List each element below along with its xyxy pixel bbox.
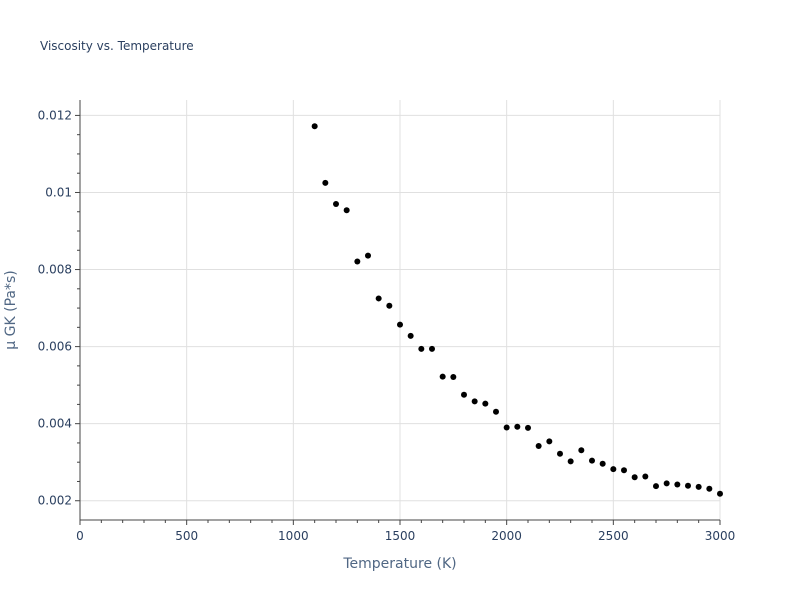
x-tick-label: 2500: [598, 529, 629, 543]
x-axis-ticks: 0 500 1000 1500 2000 2500 3000: [76, 520, 735, 543]
data-point: [695, 483, 702, 490]
y-axis-title: μ GK (Pa*s): [3, 270, 19, 349]
data-point: [311, 123, 318, 130]
data-point: [663, 480, 670, 487]
data-point: [450, 374, 457, 381]
data-points: [311, 123, 723, 497]
y-tick-label: 0.002: [38, 494, 72, 508]
data-point: [589, 457, 595, 464]
data-point: [407, 332, 414, 339]
data-point: [365, 252, 371, 259]
x-tick-label: 500: [175, 529, 198, 543]
data-point: [514, 423, 521, 430]
data-point: [386, 302, 393, 309]
data-point: [418, 345, 425, 352]
y-tick-label: 0.006: [38, 340, 72, 354]
y-tick-label: 0.012: [38, 108, 72, 122]
data-point: [567, 458, 574, 465]
data-point: [493, 408, 499, 415]
x-tick-label: 3000: [705, 529, 736, 543]
data-point: [525, 424, 531, 431]
data-point: [461, 391, 467, 398]
data-point: [343, 207, 350, 214]
data-point: [429, 345, 435, 352]
x-tick-label: 1500: [385, 529, 416, 543]
x-axis-title: Temperature (K): [342, 556, 456, 572]
data-point: [557, 450, 563, 457]
data-point: [642, 473, 649, 480]
data-point: [322, 179, 329, 186]
y-tick-label: 0.01: [45, 185, 72, 199]
data-point: [333, 201, 339, 208]
chart-title: Viscosity vs. Temperature: [40, 39, 194, 53]
x-tick-label: 2000: [491, 529, 522, 543]
data-point: [375, 295, 382, 302]
data-point: [578, 447, 585, 454]
x-tick-label: 0: [76, 529, 84, 543]
data-point: [610, 466, 617, 473]
x-tick-label: 1000: [278, 529, 309, 543]
y-axis-ticks: 0.002 0.004 0.006 0.008 0.01 0.012: [38, 108, 80, 508]
y-tick-label: 0.004: [38, 417, 72, 431]
data-point: [621, 467, 627, 474]
data-point: [685, 482, 691, 489]
data-point: [631, 474, 638, 481]
data-point: [482, 400, 489, 407]
data-point: [706, 485, 713, 492]
data-point: [717, 490, 723, 497]
data-point: [653, 483, 659, 490]
data-point: [439, 373, 446, 380]
data-point: [599, 460, 606, 467]
data-point: [471, 398, 478, 405]
data-point: [503, 424, 510, 431]
data-point: [354, 258, 361, 265]
grid-lines: [80, 100, 721, 520]
data-point: [674, 481, 681, 488]
data-point: [546, 438, 553, 445]
data-point: [397, 321, 403, 328]
data-point: [535, 443, 542, 450]
y-tick-label: 0.008: [38, 263, 72, 277]
